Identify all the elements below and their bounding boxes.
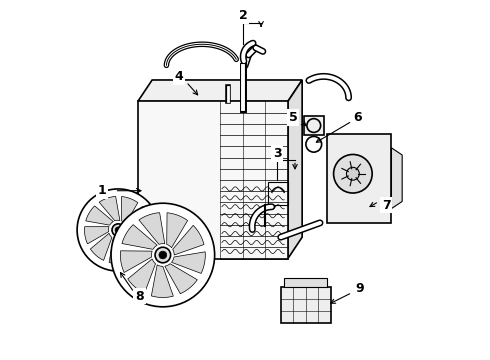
Polygon shape xyxy=(288,80,302,258)
Circle shape xyxy=(115,227,121,233)
Polygon shape xyxy=(172,252,205,273)
Polygon shape xyxy=(122,197,138,224)
Text: 8: 8 xyxy=(135,289,144,303)
Circle shape xyxy=(334,154,372,193)
Polygon shape xyxy=(167,213,188,248)
Polygon shape xyxy=(139,213,165,244)
Text: 5: 5 xyxy=(289,111,297,124)
Text: 7: 7 xyxy=(382,198,391,212)
Polygon shape xyxy=(284,278,327,287)
Polygon shape xyxy=(304,116,323,135)
Polygon shape xyxy=(172,225,204,255)
Polygon shape xyxy=(125,228,152,244)
Polygon shape xyxy=(165,264,197,294)
Text: 9: 9 xyxy=(355,283,364,296)
Polygon shape xyxy=(120,238,146,261)
Circle shape xyxy=(111,203,215,307)
Text: 1: 1 xyxy=(98,184,106,197)
Text: 4: 4 xyxy=(174,70,183,83)
Text: 6: 6 xyxy=(353,111,362,124)
Polygon shape xyxy=(151,265,173,297)
Polygon shape xyxy=(99,197,120,221)
Circle shape xyxy=(159,251,167,259)
Polygon shape xyxy=(126,207,151,230)
Polygon shape xyxy=(121,251,152,273)
Polygon shape xyxy=(109,238,126,264)
Circle shape xyxy=(155,247,171,263)
Polygon shape xyxy=(392,148,402,208)
Polygon shape xyxy=(84,227,109,244)
Text: 3: 3 xyxy=(273,147,281,160)
Text: 2: 2 xyxy=(239,9,247,22)
Polygon shape xyxy=(138,102,288,258)
Polygon shape xyxy=(281,287,331,323)
Polygon shape xyxy=(138,80,302,102)
Polygon shape xyxy=(86,206,113,225)
Polygon shape xyxy=(327,134,392,223)
Circle shape xyxy=(77,189,159,271)
Circle shape xyxy=(346,167,359,180)
Polygon shape xyxy=(128,259,155,293)
Polygon shape xyxy=(122,225,157,249)
Polygon shape xyxy=(90,233,112,260)
Circle shape xyxy=(112,224,124,236)
